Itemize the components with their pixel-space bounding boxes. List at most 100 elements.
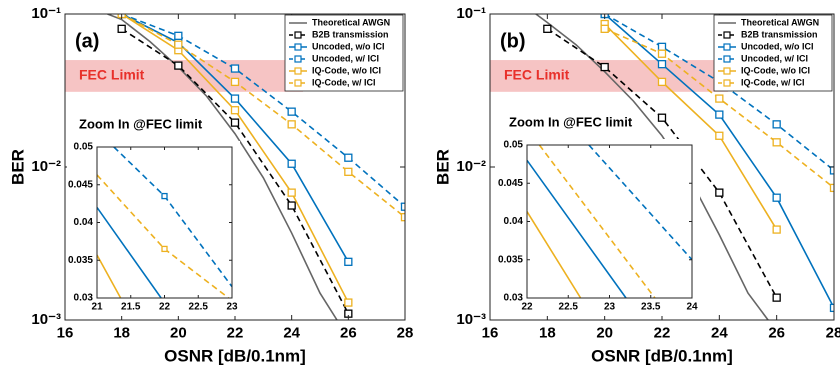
legend-label: Uncoded, w/ ICI [312,53,379,63]
series-line [97,254,122,298]
marker [657,49,667,58]
legend-marker [294,55,302,63]
x-tick-label: 20 [170,324,187,341]
x-axis-label: OSNR [dB/0.1nm] [591,346,733,365]
x-tick-label: 24 [283,324,300,341]
marker [287,107,296,116]
legend-label: Theoretical AWGN [312,17,390,27]
x-tick-label: 22.5 [189,302,209,313]
x-tick-label: 22 [159,302,171,313]
marker [657,42,667,51]
marker [772,225,781,234]
legend-marker [294,79,302,87]
x-tick-label: 28 [397,324,414,341]
y-tick-label: 0.045 [498,178,523,189]
legend-marker [723,79,731,87]
marker [772,293,781,302]
marker [715,131,724,140]
marker [174,31,183,40]
y-axis-label: BER [433,149,452,185]
legend-marker [294,67,302,75]
x-tick-label: 22 [654,324,671,341]
y-tick-label: 10⁻¹ [456,5,486,22]
fec-label: FEC Limit [79,67,145,83]
inset-title: Zoom In @FEC limit [509,114,633,129]
x-axis-label: OSNR [dB/0.1nm] [164,346,306,365]
legend-label: Uncoded, w/o ICI [312,41,385,51]
legend-label: IQ-Code, w/ ICI [312,77,376,87]
marker [772,193,781,202]
marker [230,118,240,127]
y-axis-label: BER [8,149,27,185]
legend-label: B2B transmission [312,29,389,39]
inset-background [497,139,700,316]
y-tick-label: 0.05 [504,140,524,151]
marker [829,183,834,193]
y-tick-label: 0.03 [74,293,94,304]
x-tick-label: 22 [521,302,533,313]
legend-marker [723,55,731,63]
x-tick-label: 18 [539,324,556,341]
legend-label: IQ-Code, w/ ICI [741,77,805,87]
x-tick-label: 23 [604,302,616,313]
series-line [107,14,338,320]
x-tick-label: 16 [482,324,499,341]
marker [772,120,781,129]
legend-label: Uncoded, w/o ICI [741,41,814,51]
x-tick-label: 23.5 [641,302,661,313]
x-tick-label: 26 [768,324,785,341]
series-line [538,145,656,298]
marker [400,213,405,222]
y-tick-label: 10⁻² [456,158,486,175]
y-tick-label: 10⁻² [31,158,61,175]
x-tick-label: 21 [91,302,103,313]
marker [230,64,240,73]
y-tick-label: 10⁻³ [456,311,486,328]
plot-area [97,147,232,298]
marker [715,110,724,119]
x-tick-label: 18 [113,324,130,341]
series-line [97,206,162,298]
marker [174,61,183,70]
x-tick-label: 24 [686,302,698,313]
marker [230,94,240,103]
x-tick-label: 22 [227,324,244,341]
legend-label: Uncoded, w/ ICI [741,53,808,63]
y-tick-label: 0.03 [504,293,524,304]
fec-label: FEC Limit [504,67,570,83]
marker [344,298,353,307]
x-tick-label: 22.5 [559,302,579,313]
axes-frame [96,146,233,299]
x-tick-label: 28 [826,324,840,341]
x-tick-label: 16 [57,324,74,341]
y-tick-label: 0.035 [498,254,523,265]
marker [657,77,667,87]
series-line [121,14,405,208]
y-tick-label: 10⁻¹ [31,5,61,22]
marker [344,167,353,176]
marker [161,192,168,200]
inset-title: Zoom In @FEC limit [79,116,203,131]
marker [287,120,296,129]
x-tick-label: 20 [596,324,613,341]
series-line [121,28,350,315]
axes-frame [489,13,835,321]
marker [344,153,353,162]
marker [715,188,724,197]
marker [400,202,405,211]
inset-background [67,141,240,316]
x-tick-label: 26 [340,324,357,341]
marker [772,138,781,147]
marker [543,24,552,33]
y-tick-label: 0.045 [68,179,93,190]
y-tick-label: 0.04 [504,216,524,227]
y-tick-label: 0.035 [68,255,93,266]
marker [829,303,834,313]
x-tick-label: 21.5 [121,302,141,313]
panel-label: (a) [75,30,99,52]
x-tick-label: 23 [226,302,238,313]
marker [600,62,609,72]
legend-label: Theoretical AWGN [741,17,819,27]
legend-marker [294,43,302,51]
